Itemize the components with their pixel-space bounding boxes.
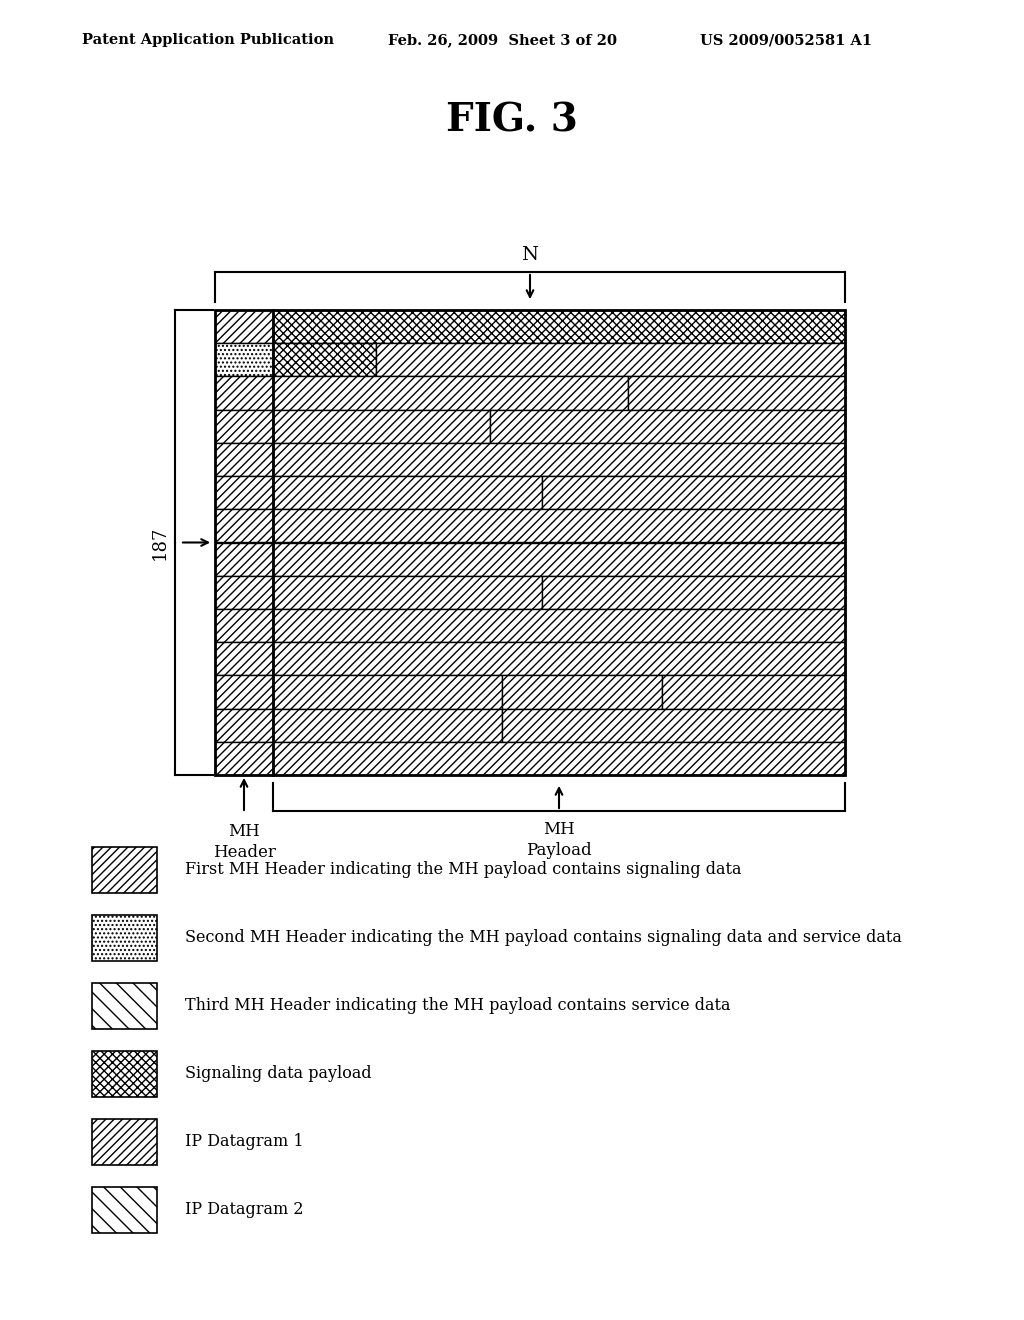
Bar bbox=[215, 310, 845, 775]
Bar bbox=[92, 847, 157, 894]
Bar bbox=[376, 343, 845, 376]
Bar bbox=[215, 642, 273, 676]
Bar bbox=[215, 609, 273, 642]
Bar bbox=[662, 676, 845, 709]
Text: N: N bbox=[521, 246, 539, 264]
Bar bbox=[215, 477, 273, 510]
Bar bbox=[215, 543, 273, 576]
Bar bbox=[502, 709, 845, 742]
Bar bbox=[215, 576, 273, 609]
Text: FIG. 3: FIG. 3 bbox=[446, 102, 578, 139]
Bar bbox=[542, 477, 845, 510]
Bar bbox=[273, 510, 845, 543]
Bar bbox=[215, 442, 273, 477]
Bar bbox=[92, 915, 157, 961]
Bar bbox=[215, 709, 273, 742]
Text: IP Datagram 2: IP Datagram 2 bbox=[185, 1201, 303, 1218]
Bar bbox=[273, 742, 845, 775]
Text: US 2009/0052581 A1: US 2009/0052581 A1 bbox=[700, 33, 872, 48]
Bar bbox=[273, 543, 845, 576]
Bar bbox=[273, 676, 502, 709]
Text: MH
Header: MH Header bbox=[213, 822, 275, 861]
Text: Third MH Header indicating the MH payload contains service data: Third MH Header indicating the MH payloa… bbox=[185, 998, 730, 1015]
Bar bbox=[92, 1119, 157, 1166]
Text: 187: 187 bbox=[151, 525, 169, 560]
Bar bbox=[273, 609, 845, 642]
Text: Feb. 26, 2009  Sheet 3 of 20: Feb. 26, 2009 Sheet 3 of 20 bbox=[388, 33, 617, 48]
Text: MH
Payload: MH Payload bbox=[526, 821, 592, 859]
Bar bbox=[273, 442, 845, 477]
Bar bbox=[273, 576, 542, 609]
Bar bbox=[273, 409, 490, 442]
Text: First MH Header indicating the MH payload contains signaling data: First MH Header indicating the MH payloa… bbox=[185, 862, 741, 879]
Bar bbox=[215, 510, 273, 543]
Bar bbox=[628, 376, 845, 409]
Bar bbox=[215, 343, 273, 376]
Bar bbox=[273, 376, 628, 409]
Bar bbox=[273, 343, 376, 376]
Bar bbox=[92, 1187, 157, 1233]
Bar bbox=[273, 642, 845, 676]
Bar bbox=[490, 409, 845, 442]
Bar bbox=[215, 376, 273, 409]
Bar bbox=[215, 676, 273, 709]
Text: Patent Application Publication: Patent Application Publication bbox=[82, 33, 334, 48]
Bar bbox=[215, 742, 273, 775]
Bar bbox=[502, 676, 662, 709]
Bar bbox=[92, 1051, 157, 1097]
Text: Second MH Header indicating the MH payload contains signaling data and service d: Second MH Header indicating the MH paylo… bbox=[185, 929, 902, 946]
Bar bbox=[215, 310, 273, 343]
Bar bbox=[273, 709, 502, 742]
Bar bbox=[273, 477, 542, 510]
Text: Signaling data payload: Signaling data payload bbox=[185, 1065, 372, 1082]
Bar bbox=[215, 409, 273, 442]
Bar bbox=[273, 310, 845, 343]
Bar bbox=[92, 983, 157, 1030]
Text: IP Datagram 1: IP Datagram 1 bbox=[185, 1134, 304, 1151]
Bar bbox=[542, 576, 845, 609]
